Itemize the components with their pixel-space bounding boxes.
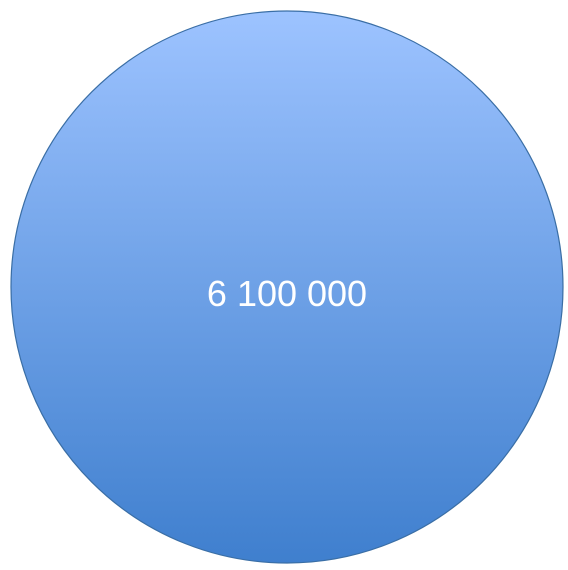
- value-circle: [10, 10, 564, 564]
- circle-value-label: 6 100 000: [207, 273, 367, 314]
